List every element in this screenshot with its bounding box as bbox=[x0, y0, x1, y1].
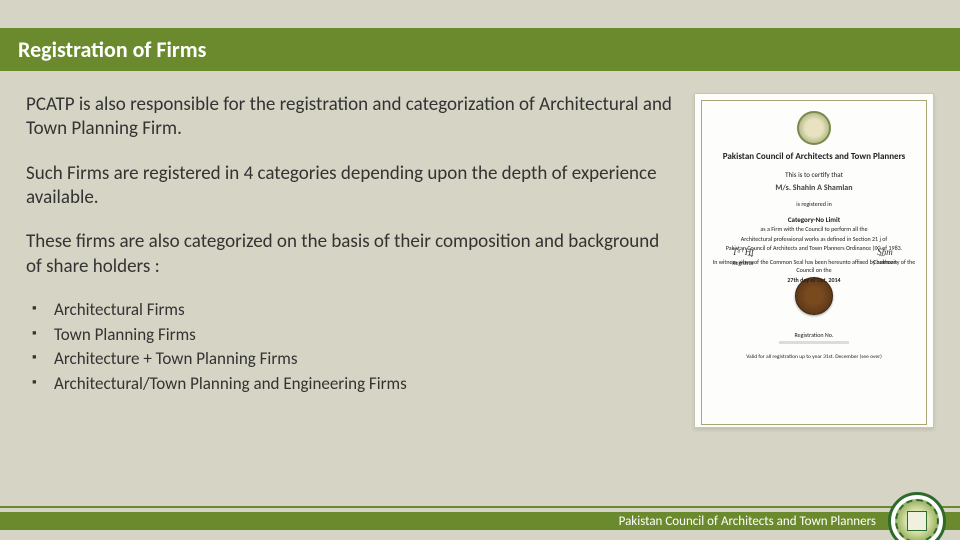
paragraph-3: These firms are also categorized on the … bbox=[26, 230, 674, 279]
certificate-date: 27th day of Oct, 2014 bbox=[708, 277, 920, 285]
certificate-logo-icon bbox=[797, 111, 831, 145]
slide-title: Registration of Firms bbox=[18, 36, 206, 63]
content-area: PCATP is also responsible for the regist… bbox=[0, 71, 960, 428]
signature-mark-icon: Tᵃⁱ H͟f bbox=[718, 247, 768, 258]
slide-title-bar: Registration of Firms bbox=[0, 28, 960, 71]
certificate-line: as a Firm with the Council to perform al… bbox=[708, 226, 920, 234]
list-item: Architectural/Town Planning and Engineer… bbox=[32, 373, 674, 395]
list-item: Town Planning Firms bbox=[32, 324, 674, 346]
signature-mark-icon: S͟hm bbox=[860, 247, 910, 257]
certificate-regno-value bbox=[779, 341, 849, 344]
footer-divider bbox=[0, 506, 960, 508]
certificate-firm-name: M/s. Shahin A Shamlan bbox=[708, 183, 920, 193]
footer-logo-icon bbox=[888, 492, 946, 540]
certificate-regno-label: Registration No. bbox=[708, 331, 920, 339]
list-item: Architectural Firms bbox=[32, 299, 674, 321]
footer-bar: Pakistan Council of Architects and Town … bbox=[0, 512, 960, 530]
signature-label-left: Registrar bbox=[718, 259, 768, 267]
certificate-certify-text: This is to certify that bbox=[708, 170, 920, 179]
text-column: PCATP is also responsible for the regist… bbox=[26, 93, 674, 428]
certificate-column: Pakistan Council of Architects and Town … bbox=[694, 93, 934, 428]
paragraph-1: PCATP is also responsible for the regist… bbox=[26, 93, 674, 142]
certificate-category: Category-No Limit bbox=[708, 215, 920, 224]
certificate-registered-in: is registered in bbox=[708, 201, 920, 209]
certificate-image: Pakistan Council of Architects and Town … bbox=[694, 93, 934, 428]
certificate-line: Architectural professional works as defi… bbox=[708, 236, 920, 244]
bullet-list: Architectural Firms Town Planning Firms … bbox=[26, 299, 674, 395]
certificate-council: Pakistan Council of Architects and Town … bbox=[708, 151, 920, 162]
signature-label-right: Chairman bbox=[860, 258, 910, 266]
paragraph-2: Such Firms are registered in 4 categorie… bbox=[26, 162, 674, 211]
certificate-validity: Valid for all registration up to year 31… bbox=[708, 354, 920, 360]
footer-text: Pakistan Council of Architects and Town … bbox=[619, 514, 876, 529]
list-item: Architecture + Town Planning Firms bbox=[32, 348, 674, 370]
